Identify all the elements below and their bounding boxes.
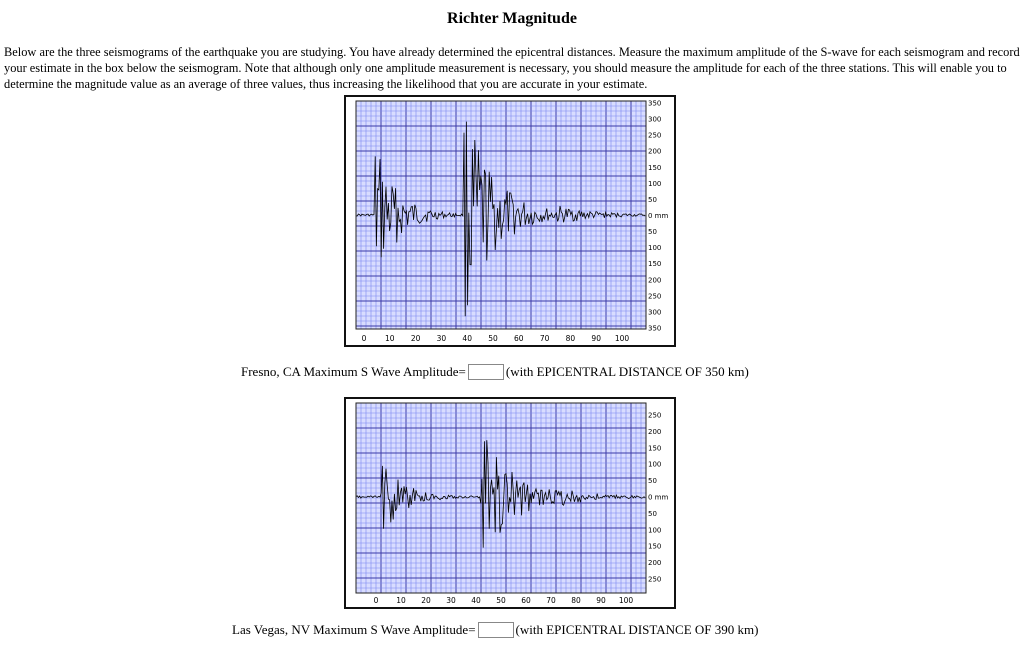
y-tick-label: 150 xyxy=(648,260,661,268)
x-tick-label: 20 xyxy=(421,596,431,605)
seismogram-las-vegas-chart: 250 200 150 100 50 0 mm 50 100 150 200 250 0 10 20 30 4… xyxy=(355,402,668,605)
x-tick-label: 40 xyxy=(462,334,472,343)
grid xyxy=(355,402,647,594)
x-tick-label: 50 xyxy=(488,334,498,343)
x-tick-label: 80 xyxy=(566,334,576,343)
x-tick-label: 90 xyxy=(591,334,601,343)
seismogram-las-vegas: 250 200 150 100 50 0 mm 50 100 150 200 250 0 10 20 30 4… xyxy=(344,397,676,609)
x-tick-label: 90 xyxy=(596,596,606,605)
y-tick-label: 250 xyxy=(648,292,661,300)
fresno-answer-row: Fresno, CA Maximum S Wave Amplitude= (wi… xyxy=(241,363,749,381)
x-tick-label: 40 xyxy=(471,596,481,605)
y-tick-label: 200 xyxy=(648,276,661,284)
y-tick-label: 0 mm xyxy=(648,494,668,502)
y-tick-label: 100 xyxy=(648,244,661,252)
grid xyxy=(355,100,647,329)
x-tick-label: 80 xyxy=(571,596,581,605)
x-tick-label: 30 xyxy=(437,334,447,343)
las-vegas-distance-text: (with EPICENTRAL DISTANCE OF 390 km) xyxy=(515,622,759,637)
y-tick-label: 200 xyxy=(648,148,661,156)
y-tick-label: 100 xyxy=(648,461,661,469)
seismogram-trace xyxy=(355,121,646,317)
x-tick-label: 60 xyxy=(514,334,524,343)
x-tick-label: 20 xyxy=(411,334,421,343)
instructions-text: Below are the three seismograms of the e… xyxy=(4,45,1020,91)
x-tick-label: 60 xyxy=(521,596,531,605)
x-tick-label: 10 xyxy=(396,596,406,605)
y-tick-label: 50 xyxy=(648,196,657,204)
x-tick-label: 10 xyxy=(385,334,395,343)
fresno-distance-text: (with EPICENTRAL DISTANCE OF 350 km) xyxy=(505,364,749,379)
y-tick-label: 50 xyxy=(648,228,657,236)
y-tick-label: 200 xyxy=(648,428,661,436)
y-tick-label: 300 xyxy=(648,116,661,124)
y-tick-label: 150 xyxy=(648,164,661,172)
seismogram-trace xyxy=(355,440,646,548)
y-tick-label: 250 xyxy=(648,132,661,140)
x-tick-label: 50 xyxy=(496,596,506,605)
las-vegas-amplitude-label: Las Vegas, NV Maximum S Wave Amplitude= xyxy=(232,622,476,637)
las-vegas-amplitude-input[interactable] xyxy=(477,622,514,638)
x-tick-label: 0 xyxy=(374,596,379,605)
y-tick-label: 100 xyxy=(648,180,661,188)
las-vegas-answer-row: Las Vegas, NV Maximum S Wave Amplitude= … xyxy=(232,621,758,639)
x-tick-label: 100 xyxy=(615,334,630,343)
y-tick-label: 250 xyxy=(648,412,661,420)
x-tick-label: 70 xyxy=(546,596,556,605)
x-tick-label: 0 xyxy=(362,334,367,343)
y-tick-label: 350 xyxy=(648,325,661,333)
y-tick-label: 50 xyxy=(648,477,657,485)
x-tick-label: 100 xyxy=(619,596,634,605)
y-tick-label: 100 xyxy=(648,526,661,534)
y-tick-label: 150 xyxy=(648,444,661,452)
y-tick-label: 300 xyxy=(648,308,661,316)
y-tick-label: 150 xyxy=(648,543,661,551)
y-tick-label: 50 xyxy=(648,510,657,518)
y-tick-label: 350 xyxy=(648,100,661,108)
y-tick-label: 250 xyxy=(648,576,661,584)
page-title: Richter Magnitude xyxy=(447,10,577,27)
seismogram-fresno: 350 300 250 200 150 100 50 0 mm 50 100 150 200 250 30… xyxy=(344,95,676,347)
fresno-amplitude-input[interactable] xyxy=(467,364,504,380)
x-tick-label: 30 xyxy=(446,596,456,605)
y-tick-label: 200 xyxy=(648,559,661,567)
y-tick-label: 0 mm xyxy=(648,212,668,220)
fresno-amplitude-label: Fresno, CA Maximum S Wave Amplitude= xyxy=(241,364,466,379)
x-tick-label: 70 xyxy=(540,334,550,343)
